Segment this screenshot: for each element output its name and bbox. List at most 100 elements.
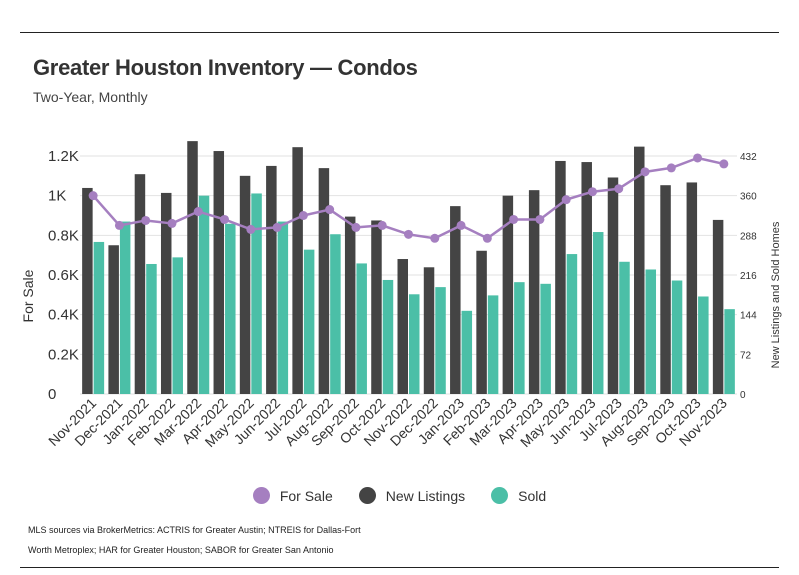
bar-sold [566,254,578,394]
bar-sold [225,223,236,394]
top-rule [20,32,779,33]
for-sale-point [220,214,230,224]
legend-item-for-sale[interactable]: For Sale [252,487,333,504]
for-sale-point [693,153,703,163]
bar-new-listings [476,250,487,394]
for-sale-point [666,163,676,173]
right-tick-label: 288 [740,231,757,242]
bar-sold [146,263,157,394]
for-sale-point [246,224,256,234]
bar-new-listings [423,267,435,394]
for-sale-point [587,187,597,197]
for-sale-point [509,214,519,224]
bar-new-listings [318,168,330,394]
bar-new-listings [581,162,592,394]
left-tick-label: 1.2K [48,148,79,165]
left-tick-label: 0.8K [48,227,79,244]
bar-sold [409,294,420,394]
legend-swatch-for-sale [252,487,270,504]
bar-sold [382,279,394,394]
bar-new-listings [160,192,172,394]
chart-legend: For Sale New Listings Sold [0,487,799,504]
bar-new-listings [82,187,93,394]
for-sale-point [298,211,308,220]
left-tick-label: 0 [48,386,56,403]
bar-new-listings [528,190,540,394]
bar-new-listings [686,182,698,394]
bar-new-listings [397,259,408,394]
chart-title: Greater Houston Inventory — Condos [33,55,418,80]
for-sale-point [404,229,413,239]
right-tick-label: 72 [740,350,752,361]
for-sale-point [114,220,124,230]
bar-new-listings [187,141,198,394]
legend-item-new-listings[interactable]: New Listings [358,487,465,504]
bar-sold [487,295,499,394]
bar-sold [198,195,210,394]
bar-sold [119,221,131,394]
bar-new-listings [134,174,146,394]
bar-sold [592,232,604,394]
bar-sold [698,296,709,394]
for-sale-point [272,222,282,232]
bar-sold [540,283,551,394]
bar-new-listings [712,219,724,394]
right-tick-label: 216 [740,271,757,282]
right-axis-label: New Listings and Sold Homes [770,221,782,368]
chart-canvas: 0 0.2K 0.4K 0.6K 0.8K 1K 1.2K 0 72 144 216 288 360 4… [20,141,782,450]
bar-new-listings [371,220,382,394]
bar-new-listings [555,160,566,394]
for-sale-point [167,218,177,228]
for-sale-point [88,191,98,201]
bar-new-listings [108,245,119,394]
source-note-line1: MLS sources via BrokerMetrics: ACTRIS fo… [28,525,361,535]
bar-sold [356,263,367,394]
for-sale-point [377,220,387,230]
bar-new-listings [239,175,251,394]
legend-swatch-new-listings [358,487,376,504]
bar-sold [619,261,630,394]
left-tick-label: 1K [48,188,66,205]
bars [82,141,735,394]
bar-sold [93,241,105,394]
bar-new-listings [344,216,356,394]
bar-new-listings [634,146,645,394]
chart-subtitle: Two-Year, Monthly [33,89,148,105]
right-tick-label: 432 [740,152,757,163]
bar-sold [277,221,289,394]
right-tick-label: 0 [740,390,746,401]
left-tick-label: 0.6K [48,267,79,284]
right-tick-label: 360 [740,192,757,203]
bar-new-listings [292,147,303,394]
for-sale-point [482,233,492,243]
for-sale-point [535,214,545,224]
bar-new-listings [660,185,671,394]
legend-swatch-sold [491,487,509,504]
bar-sold [461,310,473,394]
bar-sold [514,282,525,394]
source-note-line2: Worth Metroplex; HAR for Greater Houston… [28,545,334,555]
for-sale-point [614,184,624,194]
for-sale-point [430,233,440,243]
for-sale-point [141,215,151,225]
bar-sold [671,280,683,394]
right-tick-label: 144 [740,311,757,322]
left-tick-label: 0.2K [48,346,79,363]
legend-item-sold[interactable]: Sold [491,487,546,504]
bar-sold [724,309,735,394]
for-sale-point [325,205,335,215]
for-sale-point [640,167,650,177]
legend-label: Sold [518,487,547,504]
bar-new-listings [450,206,461,394]
legend-label: For Sale [279,487,333,504]
bar-new-listings [213,151,225,394]
for-sale-line [88,153,729,243]
bottom-rule [20,567,779,568]
left-tick-label: 0.4K [48,307,79,324]
for-sale-point [561,195,571,205]
bar-new-listings [266,165,277,394]
bar-sold [251,193,262,394]
for-sale-point [193,207,203,217]
left-axis-label: For Sale [20,269,36,322]
bar-sold [645,269,657,394]
